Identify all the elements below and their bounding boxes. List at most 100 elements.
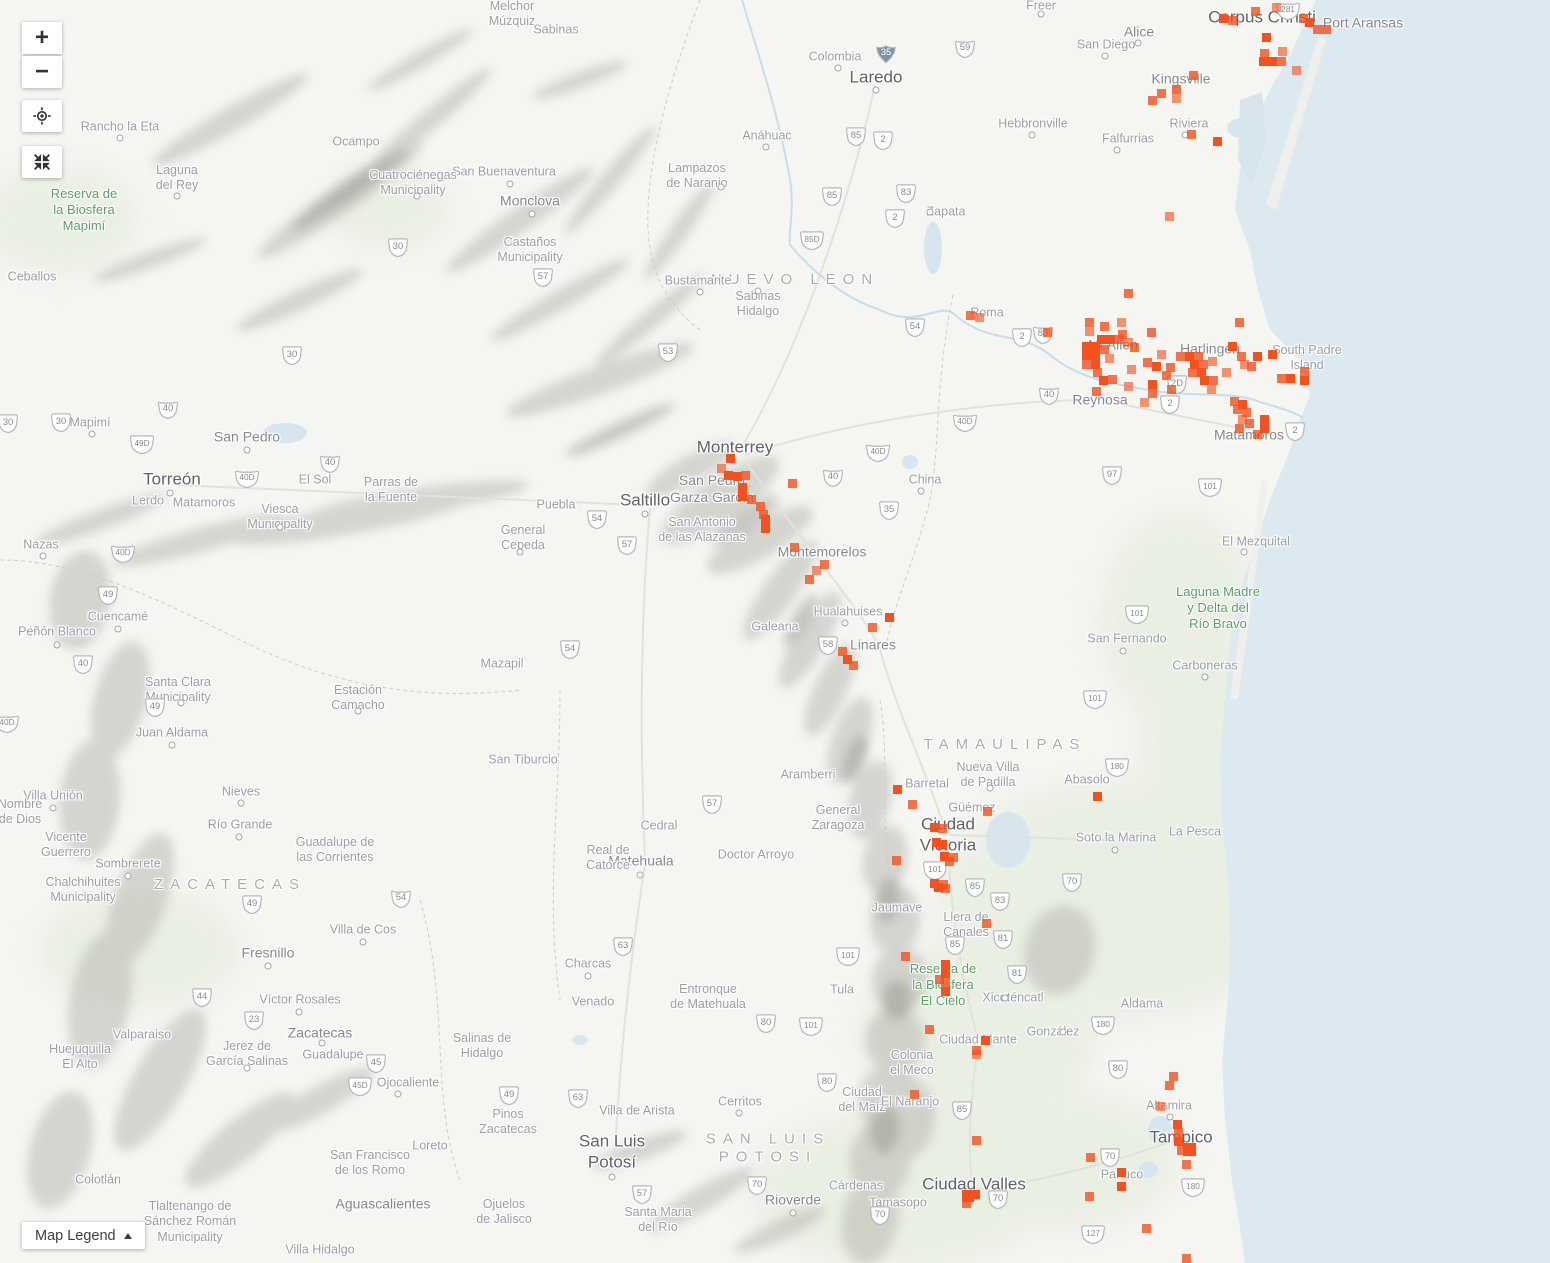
observation-marker[interactable] xyxy=(1235,424,1244,433)
observation-marker[interactable] xyxy=(1130,343,1139,352)
observation-marker[interactable] xyxy=(1262,33,1271,42)
observation-marker[interactable] xyxy=(1124,338,1133,347)
observation-marker[interactable] xyxy=(838,647,847,656)
observation-marker[interactable] xyxy=(1117,318,1126,327)
observation-marker[interactable] xyxy=(790,543,799,552)
observation-marker[interactable] xyxy=(1197,368,1206,377)
observation-marker[interactable] xyxy=(1260,424,1269,433)
observation-marker[interactable] xyxy=(1142,1224,1151,1233)
observation-marker[interactable] xyxy=(1091,351,1100,360)
observation-marker[interactable] xyxy=(925,1025,934,1034)
observation-marker[interactable] xyxy=(1286,374,1295,383)
observation-marker[interactable] xyxy=(1118,330,1127,339)
observation-marker[interactable] xyxy=(741,471,750,480)
observation-marker[interactable] xyxy=(1157,89,1166,98)
observation-marker[interactable] xyxy=(1313,25,1322,34)
observation-marker[interactable] xyxy=(1322,25,1331,34)
observation-marker[interactable] xyxy=(1115,335,1124,344)
observation-marker[interactable] xyxy=(932,838,941,847)
observation-marker[interactable] xyxy=(941,969,950,978)
observation-marker[interactable] xyxy=(941,884,950,893)
observation-marker[interactable] xyxy=(1268,350,1277,359)
observation-marker[interactable] xyxy=(1157,350,1166,359)
observation-marker[interactable] xyxy=(1085,1192,1094,1201)
observation-marker[interactable] xyxy=(1245,419,1254,428)
observation-marker[interactable] xyxy=(1230,397,1239,406)
observation-marker[interactable] xyxy=(1182,1160,1191,1169)
observation-marker[interactable] xyxy=(1108,375,1117,384)
observation-marker[interactable] xyxy=(1152,362,1161,371)
observation-marker[interactable] xyxy=(1127,365,1136,374)
observation-marker[interactable] xyxy=(941,987,950,996)
observation-marker[interactable] xyxy=(1105,354,1114,363)
observation-marker[interactable] xyxy=(1082,360,1091,369)
observation-marker[interactable] xyxy=(747,495,756,504)
observation-marker[interactable] xyxy=(972,1050,981,1059)
observation-marker[interactable] xyxy=(935,975,944,984)
observation-marker[interactable] xyxy=(1106,335,1115,344)
observation-marker[interactable] xyxy=(1259,57,1268,66)
observation-marker[interactable] xyxy=(843,655,852,664)
observation-marker[interactable] xyxy=(945,857,954,866)
observation-marker[interactable] xyxy=(893,785,902,794)
observation-marker[interactable] xyxy=(940,852,949,861)
observation-marker[interactable] xyxy=(1148,96,1157,105)
observation-marker[interactable] xyxy=(910,1090,919,1099)
observation-marker[interactable] xyxy=(1148,380,1157,389)
observation-marker[interactable] xyxy=(788,479,797,488)
observation-marker[interactable] xyxy=(1185,352,1194,361)
observation-marker[interactable] xyxy=(1300,376,1309,385)
observation-marker[interactable] xyxy=(1147,328,1156,337)
observation-marker[interactable] xyxy=(1093,368,1102,377)
observation-marker[interactable] xyxy=(908,800,917,809)
locate-button[interactable] xyxy=(22,100,62,132)
observation-marker[interactable] xyxy=(1237,352,1246,361)
observation-marker[interactable] xyxy=(812,566,821,575)
observation-marker[interactable] xyxy=(1247,362,1256,371)
observation-marker[interactable] xyxy=(1172,85,1181,94)
observation-marker[interactable] xyxy=(941,960,950,969)
observation-marker[interactable] xyxy=(1240,360,1249,369)
observation-marker[interactable] xyxy=(1082,342,1091,351)
observation-marker[interactable] xyxy=(1093,792,1102,801)
observation-marker[interactable] xyxy=(1043,328,1052,337)
observation-marker[interactable] xyxy=(738,492,747,501)
observation-marker[interactable] xyxy=(981,1036,990,1045)
observation-marker[interactable] xyxy=(805,575,814,584)
observation-marker[interactable] xyxy=(1100,322,1109,331)
observation-marker[interactable] xyxy=(1277,374,1286,383)
observation-marker[interactable] xyxy=(938,824,947,833)
observation-marker[interactable] xyxy=(1233,405,1242,414)
observation-marker[interactable] xyxy=(1097,335,1106,344)
observation-marker[interactable] xyxy=(983,807,992,816)
observation-marker[interactable] xyxy=(1278,47,1287,56)
observation-marker[interactable] xyxy=(1100,345,1109,354)
observation-marker[interactable] xyxy=(1165,212,1174,221)
observation-marker[interactable] xyxy=(1228,342,1237,351)
observation-marker[interactable] xyxy=(1140,398,1149,407)
observation-marker[interactable] xyxy=(1188,368,1197,377)
observation-marker[interactable] xyxy=(868,623,877,632)
observation-marker[interactable] xyxy=(971,1190,980,1199)
map-legend-button[interactable]: Map Legend xyxy=(22,1222,145,1249)
observation-marker[interactable] xyxy=(901,952,910,961)
observation-marker[interactable] xyxy=(930,823,939,832)
observation-marker[interactable] xyxy=(892,856,901,865)
zoom-in-button[interactable]: + xyxy=(22,22,62,54)
observation-marker[interactable] xyxy=(849,661,858,670)
observation-marker[interactable] xyxy=(1189,71,1198,80)
observation-marker[interactable] xyxy=(1200,376,1209,385)
observation-marker[interactable] xyxy=(717,464,726,473)
observation-marker[interactable] xyxy=(1199,360,1208,369)
observation-marker[interactable] xyxy=(1085,318,1094,327)
observation-marker[interactable] xyxy=(1082,351,1091,360)
observation-marker[interactable] xyxy=(1117,1182,1126,1191)
observation-marker[interactable] xyxy=(1172,94,1181,103)
observation-marker[interactable] xyxy=(1176,352,1185,361)
observation-marker[interactable] xyxy=(1260,415,1269,424)
observation-marker[interactable] xyxy=(938,840,947,849)
observation-marker[interactable] xyxy=(1194,352,1203,361)
observation-marker[interactable] xyxy=(1143,358,1152,367)
observation-marker[interactable] xyxy=(759,510,768,519)
